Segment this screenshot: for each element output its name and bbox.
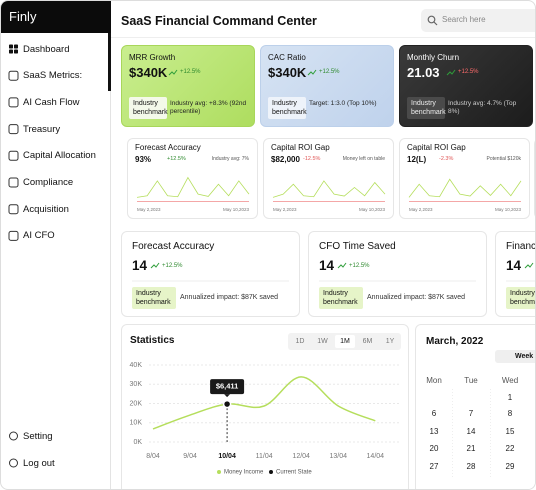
- calendar-title: March, 2022: [426, 336, 484, 347]
- impact-change: +12.5%: [349, 263, 370, 269]
- kpi-change: +12.5%: [458, 69, 479, 75]
- statistics-title: Statistics: [130, 335, 175, 346]
- nav-item[interactable]: Dashboard: [23, 43, 70, 55]
- nav-item[interactable]: AI Cash Flow: [23, 96, 80, 108]
- impact-change: +12.5%: [162, 263, 183, 269]
- mini-card: [263, 138, 394, 219]
- mini-value: $82,000: [271, 155, 300, 164]
- kpi-label: Monthly Churn: [407, 53, 460, 62]
- mini-note: Money left on table: [342, 156, 385, 162]
- nav-item[interactable]: Capital Allocation: [23, 150, 96, 162]
- active-indicator: [108, 33, 111, 91]
- kpi-value: $340K: [268, 65, 307, 80]
- kpi-value: 21.03: [407, 65, 440, 80]
- kpi-label: CAC Ratio: [268, 53, 306, 62]
- impact-title: Forecast Accuracy: [132, 241, 215, 252]
- mini-title: Capital ROI Gap: [271, 143, 330, 152]
- impact-title: Financial: [506, 241, 536, 252]
- kpi-note: Industry avg: 4.7% (Top 8%): [448, 100, 517, 115]
- mini-note: Industry avg: 7%: [211, 156, 249, 162]
- range-tab[interactable]: 1M: [340, 338, 350, 345]
- sidebar: [1, 1, 111, 489]
- nav-item[interactable]: Treasury: [23, 123, 61, 135]
- nav-item[interactable]: Compliance: [23, 177, 74, 188]
- week-label: Week: [515, 353, 534, 360]
- impact-title: CFO Time Saved: [319, 241, 396, 252]
- brand-bar: [1, 1, 111, 33]
- search-placeholder: Search here: [442, 15, 486, 24]
- kpi-change: +12.5%: [180, 69, 201, 75]
- mini-title: Capital ROI Gap: [407, 143, 466, 152]
- kpi-label: MRR Growth: [129, 53, 176, 62]
- kpi-note: Industry avg: +8.3% (92nd percentile): [170, 100, 247, 115]
- nav-item[interactable]: SaaS Metrics:: [23, 70, 83, 82]
- nav-item[interactable]: Acquisition: [23, 203, 69, 215]
- impact-value: 14: [506, 258, 522, 273]
- mini-note: Potential $120k: [486, 156, 521, 162]
- kpi-change: +12.5%: [319, 69, 340, 75]
- mini-card: [399, 138, 530, 219]
- page-title: SaaS Financial Command Center: [121, 14, 317, 28]
- calendar-card: [415, 324, 535, 489]
- kpi-badge: Industry benchmark: [407, 97, 446, 119]
- week-button[interactable]: [495, 350, 535, 363]
- footer-item[interactable]: Log out: [23, 457, 55, 469]
- kpi-badge: Industry benchmark: [129, 97, 168, 119]
- range-tab[interactable]: 1D: [295, 338, 305, 345]
- brand: Finly: [9, 9, 37, 24]
- range-tab[interactable]: 1Y: [385, 338, 395, 345]
- search-icon: [427, 15, 438, 26]
- impact-badge: Industry benchmark: [506, 287, 535, 309]
- range-tab[interactable]: 1W: [317, 338, 328, 345]
- mini-change: -12.5%: [303, 156, 321, 162]
- impact-note: Annualized impact: $87K saved: [367, 294, 466, 301]
- mini-value: 12(L): [407, 155, 427, 164]
- range-tab[interactable]: 6M: [362, 338, 373, 345]
- kpi-badge: Industry benchmark: [268, 97, 307, 119]
- kpi-value: $340K: [129, 65, 168, 80]
- footer-item[interactable]: Setting: [23, 430, 53, 442]
- mini-change: +12.5%: [167, 156, 186, 162]
- search-box[interactable]: [421, 9, 535, 32]
- mini-value: 93%: [135, 155, 152, 164]
- impact-value: 14: [132, 258, 148, 273]
- nav-item[interactable]: AI CFO: [23, 230, 55, 242]
- mini-title: Forecast Accuracy: [135, 143, 201, 152]
- range-tab-active: [335, 335, 355, 348]
- impact-badge: Industry benchmark: [132, 287, 176, 309]
- mini-change: -2.3%: [439, 156, 454, 162]
- impact-badge: Industry benchmark: [319, 287, 363, 309]
- header-divider: [111, 37, 535, 38]
- impact-value: 14: [319, 258, 335, 273]
- impact-note: Annualized impact: $87K saved: [180, 294, 279, 301]
- kpi-note: Target: 1:3.0 (Top 10%): [309, 100, 377, 107]
